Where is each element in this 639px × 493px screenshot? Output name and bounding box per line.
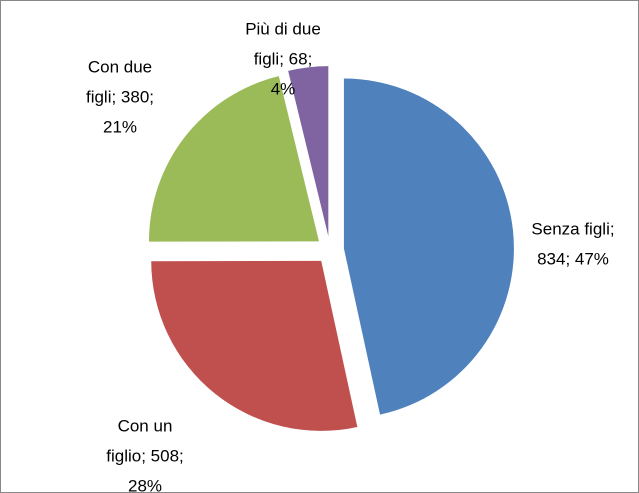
data-label: Con un (118, 416, 173, 435)
data-label: Con due (88, 57, 152, 76)
data-label: 4% (271, 79, 296, 98)
data-label: figlio; 508; (106, 446, 184, 465)
data-label: Più di due (245, 19, 321, 38)
pie-slice (288, 66, 329, 237)
pie-slice (343, 78, 514, 415)
pie-slice (151, 260, 358, 431)
data-label: 834; 47% (537, 249, 609, 268)
data-label: Senza figli; (531, 219, 614, 238)
data-label: figli; 380; (86, 87, 154, 106)
data-label: figli; 68; (254, 49, 313, 68)
pie-slice (148, 76, 319, 242)
data-label: 28% (128, 476, 162, 493)
data-label: 21% (103, 117, 137, 136)
